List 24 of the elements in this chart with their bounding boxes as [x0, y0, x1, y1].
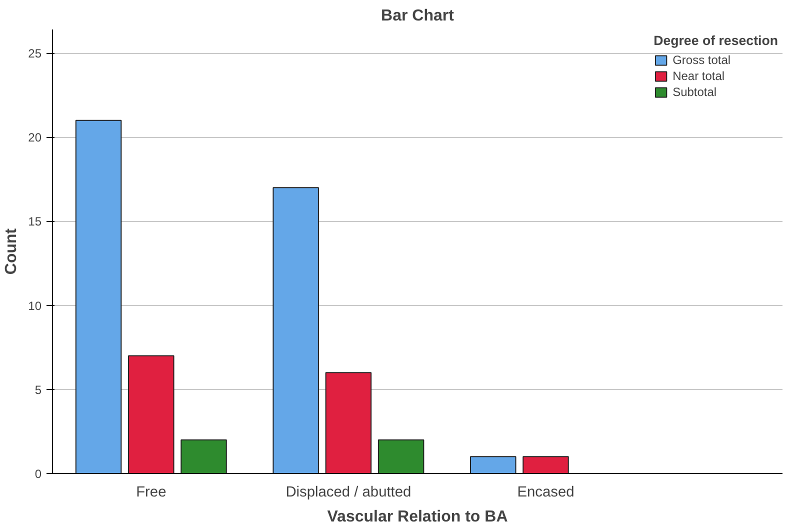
- y-tick-label: 25: [28, 46, 42, 61]
- legend-label: Gross total: [672, 53, 731, 67]
- y-tick-label: 0: [34, 467, 42, 481]
- legend-label: Subtotal: [672, 85, 717, 99]
- legend-title: Degree of resection: [654, 33, 778, 48]
- bar: [75, 120, 122, 474]
- legend-label: Near total: [672, 69, 725, 83]
- bar: [272, 187, 319, 474]
- x-tick-label: Encased: [517, 484, 574, 500]
- x-axis-title: Vascular Relation to BA: [327, 508, 508, 526]
- bar: [470, 456, 516, 474]
- y-axis-title: Count: [3, 228, 20, 275]
- bar: [522, 456, 569, 474]
- y-tick-label: 20: [28, 130, 42, 145]
- x-tick-label: Free: [136, 484, 166, 500]
- chart-title: Bar Chart: [381, 8, 455, 24]
- bar: [325, 372, 372, 474]
- y-tick-label: 5: [34, 382, 42, 397]
- bar: [128, 355, 174, 474]
- bar: [180, 439, 227, 474]
- x-tick-label: Displaced / abutted: [286, 484, 412, 500]
- y-tick-label: 15: [28, 214, 42, 229]
- bar: [378, 439, 424, 474]
- y-tick-label: 10: [28, 298, 42, 313]
